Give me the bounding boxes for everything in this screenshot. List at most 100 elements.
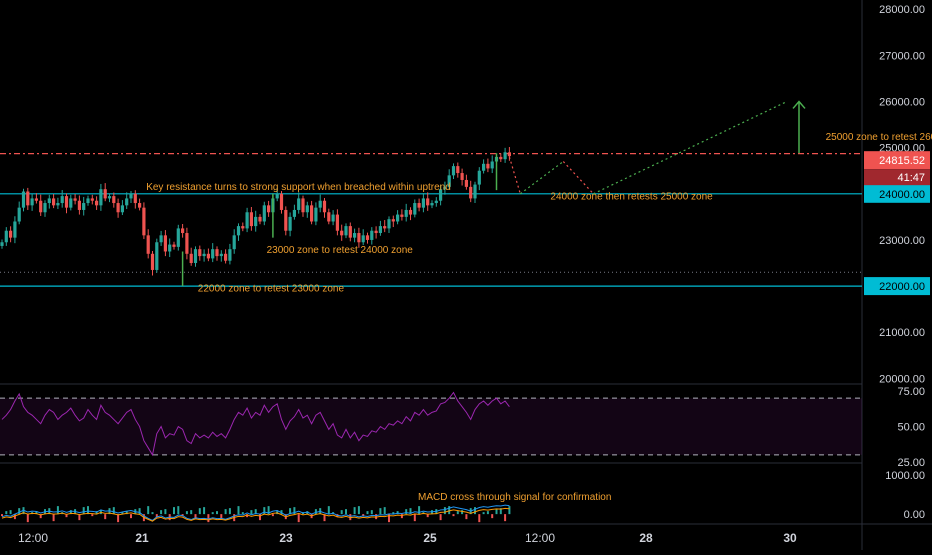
candle-body <box>0 242 4 246</box>
projection-arrow-down <box>562 161 594 195</box>
candle-body <box>284 209 288 231</box>
macd-histogram-bar <box>13 514 16 520</box>
candle-body <box>314 207 318 222</box>
candle-body <box>460 173 464 180</box>
candle-body <box>288 216 292 231</box>
chart-annotation: 25000 zone to retest 26000 zone <box>826 132 932 143</box>
candle-body <box>490 161 494 169</box>
candle-body <box>426 198 430 206</box>
macd-histogram-bar <box>237 506 240 515</box>
candle-body <box>103 189 107 199</box>
candle-body <box>275 193 279 199</box>
level-badge <box>864 184 930 203</box>
macd-histogram-bar <box>216 511 218 515</box>
macd-histogram-bar <box>254 509 257 515</box>
macd-histogram-bar <box>39 514 42 519</box>
candle-body <box>64 196 69 208</box>
time-tick-label: 28 <box>639 531 653 545</box>
candle-body <box>155 242 159 270</box>
target-arrow-head <box>792 100 806 109</box>
candle-body <box>469 186 473 199</box>
candle-body <box>297 198 301 210</box>
rsi-tick-label: 50.00 <box>897 422 925 434</box>
macd-histogram-bar <box>499 508 502 515</box>
macd-line <box>1 504 510 522</box>
chart-annotation: Key resistance turns to strong support w… <box>146 182 451 193</box>
macd-histogram-bar <box>26 514 29 523</box>
candle-body <box>507 152 511 157</box>
macd-histogram-bar <box>353 507 356 515</box>
candle-body <box>4 230 8 243</box>
candle-body <box>370 230 374 240</box>
macd-histogram-bar <box>340 510 343 515</box>
macd-histogram-bar <box>228 508 231 515</box>
macd-histogram-bar <box>52 514 55 522</box>
macd-histogram-bar <box>203 507 206 515</box>
candle-body <box>254 216 258 227</box>
macd-histogram-bar <box>456 511 459 515</box>
macd-histogram-bar <box>495 509 498 515</box>
candle-body <box>400 214 404 217</box>
macd-histogram-bar <box>314 509 317 515</box>
price-tick-label: 21000.00 <box>879 327 925 339</box>
macd-histogram-bar <box>5 511 8 515</box>
candle-body <box>172 244 176 247</box>
chart-annotation: 23000 zone to retest 24000 zone <box>267 245 414 256</box>
rsi-tick-label: 25.00 <box>897 457 925 469</box>
candle-body <box>138 203 142 208</box>
time-tick-label: 30 <box>783 531 797 545</box>
projection-arrow-up <box>519 161 564 195</box>
candle-body <box>77 200 81 210</box>
candle-body <box>129 193 133 199</box>
macd-histogram-bar <box>306 511 309 515</box>
candle-body <box>391 219 395 222</box>
candle-body <box>52 198 56 206</box>
macd-histogram-bar <box>82 507 85 515</box>
candle-body <box>361 235 365 243</box>
price-tick-label: 23000.00 <box>879 235 925 247</box>
macd-histogram-bar <box>370 510 373 515</box>
candle-body <box>456 166 460 174</box>
candle-body <box>340 230 344 236</box>
candle-body <box>241 226 245 229</box>
candle-body <box>47 198 51 204</box>
level-badge-label: 22000.00 <box>879 281 925 293</box>
rsi-line <box>1 391 510 457</box>
candle-body <box>206 253 210 259</box>
macd-histogram-bar <box>439 514 442 521</box>
candle-body <box>146 235 150 254</box>
macd-histogram-bar <box>173 507 175 515</box>
candle-body <box>421 198 425 208</box>
level-badge-label: 24000.00 <box>879 189 925 201</box>
candle-body <box>499 156 503 160</box>
candle-body <box>236 226 241 236</box>
time-tick-label: 12:00 <box>525 531 555 545</box>
macd-histogram-bar <box>400 514 403 519</box>
macd-histogram-bar <box>448 506 451 515</box>
macd-histogram-bar <box>461 510 464 515</box>
macd-histogram-bar <box>246 514 249 518</box>
candle-body <box>95 200 99 206</box>
candle-body <box>60 196 64 204</box>
macd-histogram-bar <box>259 514 261 521</box>
candle-body <box>344 226 348 236</box>
candle-body <box>327 212 331 222</box>
macd-histogram-bar <box>198 508 201 515</box>
macd-histogram-bar <box>366 511 369 515</box>
candle-body <box>30 198 34 206</box>
time-tick-label: 12:00 <box>18 531 48 545</box>
macd-histogram-bar <box>125 511 128 515</box>
candle-body <box>383 226 387 229</box>
candle-body <box>215 249 219 257</box>
candle-body <box>73 198 77 201</box>
candle-body <box>503 152 507 160</box>
macd-histogram-bar <box>117 514 120 523</box>
candle-body <box>279 193 284 210</box>
candle-body <box>193 249 198 264</box>
candle-body <box>451 166 456 176</box>
macd-histogram-bar <box>155 514 158 518</box>
countdown-badge <box>864 169 930 186</box>
candle-body <box>477 170 481 185</box>
